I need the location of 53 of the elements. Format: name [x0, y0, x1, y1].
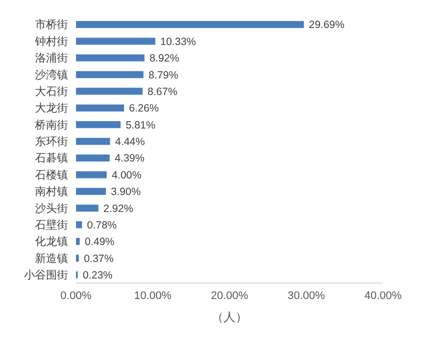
- bar: [76, 221, 82, 228]
- data-label: 6.26%: [129, 102, 159, 115]
- data-label: 8.79%: [148, 69, 178, 82]
- bar: [76, 138, 110, 145]
- bar: [76, 54, 144, 62]
- bar: [76, 121, 121, 128]
- y-tick-label: 石楼镇: [35, 168, 68, 182]
- y-tick-label: 市桥街: [35, 18, 68, 32]
- y-tick-label: 大石街: [35, 85, 68, 98]
- x-tick-label: 20.00%: [210, 290, 248, 302]
- x-axis-title: （人）: [212, 310, 248, 324]
- x-tick-label: 0.00%: [60, 290, 92, 302]
- data-label: 10.33%: [160, 36, 196, 48]
- bar: [76, 171, 107, 178]
- y-tick-label: 新造镇: [35, 252, 68, 265]
- data-label: 0.78%: [86, 219, 117, 232]
- data-label: 8.67%: [148, 86, 178, 98]
- bar: [76, 188, 106, 195]
- y-tick-label: 洛浦街: [35, 52, 68, 65]
- bar: [76, 204, 98, 212]
- bar: [76, 38, 156, 45]
- y-tick-label: 沙湾镇: [35, 68, 68, 82]
- y-tick-label: 南村镇: [35, 185, 68, 198]
- x-tick-label: 30.00%: [288, 290, 326, 302]
- data-label: 4.39%: [114, 152, 144, 165]
- data-label: 29.69%: [308, 19, 344, 32]
- bar: [76, 71, 144, 78]
- bar: [76, 88, 143, 95]
- bar: [76, 238, 80, 245]
- data-label: 2.92%: [103, 202, 134, 215]
- y-tick-label: 钟村街: [34, 34, 68, 48]
- y-tick-label: 东环街: [35, 135, 68, 148]
- data-label: 0.37%: [84, 252, 114, 265]
- data-label: 0.23%: [82, 270, 113, 282]
- bar: [76, 254, 79, 262]
- data-label: 0.49%: [84, 236, 115, 248]
- data-label: 4.44%: [115, 136, 145, 148]
- y-tick-label: 大龙街: [35, 102, 68, 115]
- data-label: 3.90%: [110, 186, 141, 198]
- bar: [76, 104, 124, 112]
- x-tick-label: 10.00%: [134, 290, 172, 302]
- y-tick-label: 桥南街: [34, 118, 68, 132]
- y-tick-label: 小谷围街: [24, 268, 68, 282]
- x-tick-label: 40.00%: [364, 290, 402, 302]
- bar: [76, 21, 304, 28]
- bar: [76, 154, 110, 162]
- y-tick-label: 沙头街: [35, 202, 68, 215]
- data-label: 8.92%: [149, 52, 180, 65]
- y-tick-label: 石壁街: [35, 218, 68, 232]
- y-tick-label: 石碁镇: [35, 152, 68, 165]
- y-tick-label: 化龙镇: [35, 235, 68, 248]
- data-label: 4.00%: [112, 169, 142, 182]
- data-label: 5.81%: [126, 119, 156, 132]
